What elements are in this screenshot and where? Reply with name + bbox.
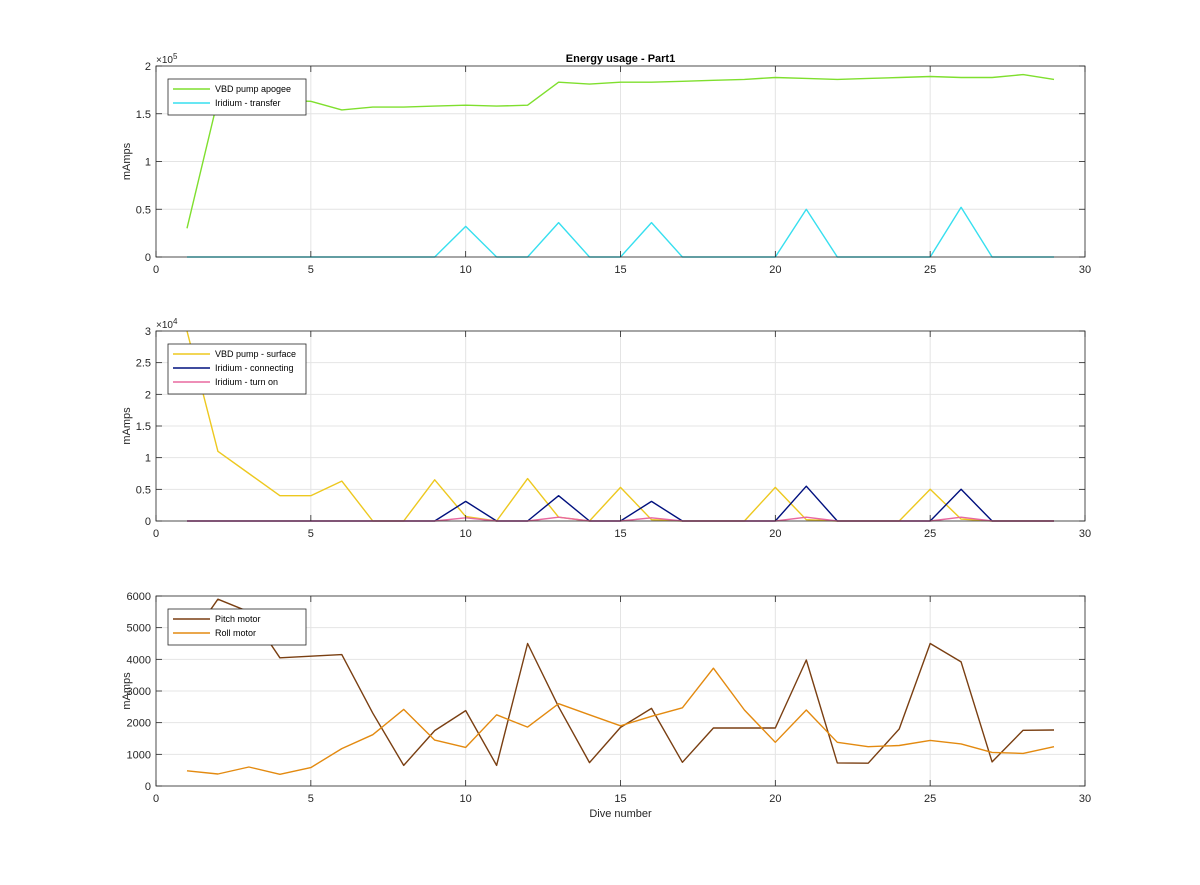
y-tick-label: 1.5 [136,109,151,121]
y-tick-label: 0 [145,781,151,793]
x-tick-label: 25 [924,793,936,805]
subplot-3: 0 5 10 15 20 25 30 0 1000 2000 3000 4000 5000 6000 mAm… [121,591,1091,820]
y-axis-label: mAmps [121,672,133,710]
series-line-3-2 [186,667,1055,775]
x-tick-label: 15 [614,528,626,540]
legend-entry: Iridium - connecting [215,363,294,373]
y-tick-label: 2 [145,389,151,401]
x-tick-label: 30 [1079,528,1091,540]
x-tick-label: 10 [460,528,472,540]
y-tick-label: 0 [145,516,151,528]
x-tick-label: 20 [769,793,781,805]
legend-entry: Pitch motor [215,614,261,624]
x-tick-label: 10 [460,793,472,805]
y-tick-label: 1000 [127,749,151,761]
legend: Pitch motor Roll motor [167,608,307,646]
y-tick-label: 0.5 [136,204,151,216]
legend-entry: VBD pump - surface [215,349,296,359]
x-tick-label: 20 [769,528,781,540]
y-tick-label: 6000 [127,591,151,603]
x-tick-label: 5 [308,264,314,276]
x-tick-label: 5 [308,793,314,805]
subplot-1: 0 5 10 15 20 25 30 0 0.5 1 1.5 2 ×105 mAmps VBD pump a… [121,52,1091,276]
y-tick-label: 5000 [127,623,151,635]
y-tick-label: 1 [145,453,151,465]
x-tick-label: 15 [614,264,626,276]
y-tick-label: 2000 [127,718,151,730]
x-tick-label: 30 [1079,264,1091,276]
y-tick-label: 1.5 [136,421,151,433]
y-tick-label: 1 [145,157,151,169]
figure-title: Energy usage - Part1 [566,53,675,65]
y-tick-label: 2 [145,61,151,73]
y-exponent-label: ×104 [156,317,178,331]
x-tick-label: 15 [614,793,626,805]
x-tick-label: 30 [1079,793,1091,805]
x-tick-label: 5 [308,528,314,540]
legend-entry: Roll motor [215,628,256,638]
legend: VBD pump - surface Iridium - connecting Ir… [167,343,307,395]
y-tick-label: 2.5 [136,358,151,370]
x-tick-label: 10 [460,264,472,276]
series-line-3-1 [186,598,1055,767]
legend-entry: VBD pump apogee [215,84,291,94]
y-tick-label: 3 [145,326,151,338]
y-axis-label: mAmps [121,407,133,445]
x-axis-label: Dive number [589,808,652,820]
subplot-2: 0 5 10 15 20 25 30 0 0.5 1 1.5 2 2.5 3 ×104 mAmps VBD pu… [121,317,1091,540]
x-tick-label: 25 [924,264,936,276]
x-tick-label: 0 [153,528,159,540]
legend-box [167,343,307,395]
x-tick-label: 25 [924,528,936,540]
y-tick-label: 0.5 [136,484,151,496]
legend-box [167,608,307,646]
y-exponent-label: ×105 [156,52,178,66]
legend-box [167,78,307,116]
y-axis-label: mAmps [121,142,133,180]
y-tick-label: 3000 [127,686,151,698]
x-tick-label: 0 [153,264,159,276]
series-line-1-1 [186,73,1055,229]
legend-entry: Iridium - transfer [215,98,281,108]
legend-entry: Iridium - turn on [215,377,278,387]
y-tick-label: 0 [145,252,151,264]
x-tick-label: 20 [769,264,781,276]
x-tick-label: 0 [153,793,159,805]
legend: VBD pump apogee Iridium - transfer [167,78,307,116]
series-line-2-1 [186,330,1054,522]
y-tick-label: 4000 [127,654,151,666]
